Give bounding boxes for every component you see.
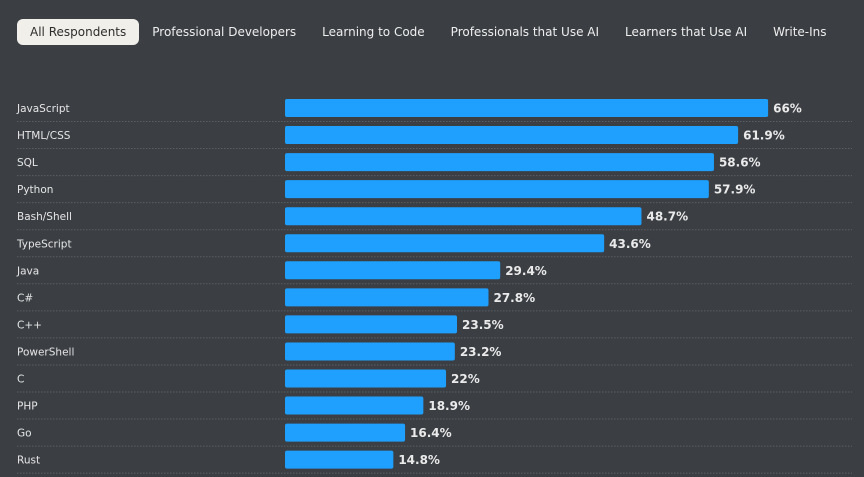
category-label: C [17,374,24,386]
value-label: 22% [451,372,480,386]
segment-tabs: All Respondents Professional Developers … [17,19,840,45]
category-label: Go [17,428,32,440]
bar-php [285,396,424,415]
value-label: 14.8% [398,453,440,467]
value-label: 27.8% [493,291,535,305]
category-label: JavaScript [16,103,70,115]
bar-rust [285,450,394,469]
bar-sql [285,153,714,172]
bar-powershell [285,342,455,361]
category-label: Python [17,184,53,196]
tab-professionals-that-use-ai[interactable]: Professionals that Use AI [450,25,600,39]
bar-java [285,261,501,280]
bar-bash-shell [285,207,642,226]
value-label: 18.9% [428,399,470,413]
value-label: 61.9% [743,129,785,143]
value-label: 66% [773,102,802,116]
value-label: 57.9% [714,183,756,197]
value-label: 43.6% [609,237,651,251]
value-label: 23.2% [460,345,502,359]
value-label: 58.6% [719,156,761,170]
category-label: TypeScript [16,238,72,250]
value-label: 16.4% [410,426,452,440]
category-label: SQL [17,157,38,169]
category-label: C++ [17,319,42,331]
category-label: C# [17,292,33,304]
tab-learning-to-code[interactable]: Learning to Code [322,25,425,39]
tab-write-ins[interactable]: Write-Ins [773,25,827,39]
bar-html-css [285,126,739,145]
value-label: 29.4% [505,264,547,278]
category-label: HTML/CSS [17,130,71,142]
category-label: PHP [17,401,38,413]
category-label: Bash/Shell [17,211,72,223]
category-label: PowerShell [17,346,74,358]
tab-professional-developers[interactable]: Professional Developers [152,25,297,39]
bar-c [285,369,447,388]
value-label: 48.7% [646,210,688,224]
bar-typescript [285,234,605,253]
bar-c- [285,315,458,334]
bar-c- [285,288,489,307]
bar-go [285,423,406,442]
bar-javascript [285,99,769,117]
value-label: 23.5% [462,318,504,332]
tab-all-respondents[interactable]: All Respondents [17,19,140,45]
category-label: Java [16,265,39,277]
bar-python [285,180,709,199]
category-label: Rust [17,455,40,467]
tab-learners-that-use-ai[interactable]: Learners that Use AI [625,25,748,39]
